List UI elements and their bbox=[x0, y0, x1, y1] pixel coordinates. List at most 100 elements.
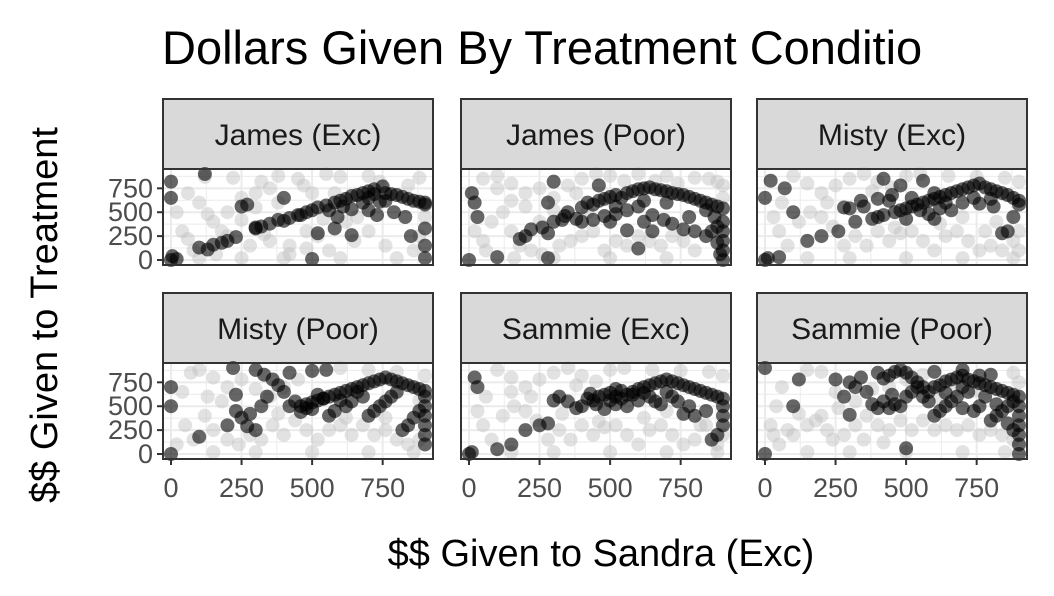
data-point-highlight bbox=[885, 387, 899, 402]
data-point-background bbox=[983, 238, 998, 253]
data-point-background bbox=[214, 394, 229, 409]
data-point-highlight bbox=[398, 210, 413, 224]
data-point-highlight bbox=[370, 208, 385, 223]
data-point-background bbox=[842, 445, 857, 460]
data-point-highlight bbox=[418, 437, 432, 452]
data-point-background bbox=[401, 437, 416, 452]
chart-title: Dollars Given By Treatment Conditio bbox=[162, 21, 922, 74]
data-point-background bbox=[206, 423, 221, 438]
data-point-background bbox=[361, 168, 376, 183]
y-tick-label: 0 bbox=[138, 439, 153, 469]
data-point-background bbox=[305, 445, 320, 460]
data-point-background bbox=[192, 195, 207, 210]
data-point-highlight bbox=[240, 197, 255, 212]
x-tick-label: 250 bbox=[517, 473, 562, 503]
data-point-background bbox=[786, 427, 801, 442]
data-point-background bbox=[560, 361, 575, 375]
data-point-highlight bbox=[989, 397, 1004, 412]
facet-panel: Sammie (Exc) 0 250 500 750 bbox=[460, 292, 732, 503]
data-point-background bbox=[848, 229, 863, 244]
data-point-background bbox=[291, 171, 305, 186]
panel-border bbox=[162, 362, 434, 460]
data-point-highlight bbox=[620, 203, 635, 218]
panel-border bbox=[756, 168, 1028, 266]
data-point-highlight bbox=[625, 387, 640, 402]
data-point-highlight bbox=[462, 253, 476, 267]
data-point-highlight bbox=[220, 418, 235, 433]
data-point-background bbox=[820, 423, 835, 438]
data-point-highlight bbox=[259, 389, 274, 404]
data-point-highlight bbox=[164, 174, 178, 189]
data-point-background bbox=[848, 418, 863, 433]
data-point-background bbox=[305, 186, 320, 201]
data-point-highlight bbox=[541, 195, 556, 210]
data-point-background bbox=[271, 168, 286, 183]
data-point-background bbox=[916, 413, 931, 428]
data-point-background bbox=[597, 420, 612, 435]
data-point-background bbox=[955, 210, 970, 224]
data-point-background bbox=[524, 243, 539, 258]
data-point-background bbox=[220, 205, 235, 220]
data-point-background bbox=[299, 224, 314, 239]
data-point-background bbox=[842, 171, 857, 186]
data-point-highlight bbox=[164, 447, 178, 461]
data-point-highlight bbox=[972, 368, 987, 383]
data-point-background bbox=[367, 427, 382, 442]
data-point-background bbox=[904, 423, 919, 438]
data-point-background bbox=[518, 186, 533, 201]
data-point-background bbox=[876, 435, 891, 450]
data-point-highlight bbox=[876, 208, 891, 223]
data-point-background bbox=[687, 432, 702, 447]
data-point-highlight bbox=[518, 423, 533, 438]
data-point-background bbox=[800, 445, 815, 460]
data-point-highlight bbox=[983, 413, 998, 428]
data-point-background bbox=[524, 389, 539, 404]
data-point-background bbox=[780, 423, 795, 438]
data-point-background bbox=[591, 414, 606, 429]
data-point-background bbox=[271, 406, 286, 421]
data-point-background bbox=[175, 224, 190, 239]
facet-panel: James (Poor) bbox=[460, 98, 732, 267]
data-point-background bbox=[814, 210, 829, 224]
data-point-background bbox=[197, 408, 212, 423]
data-point-highlight bbox=[699, 229, 714, 244]
data-point-background bbox=[772, 437, 787, 452]
data-point-background bbox=[333, 169, 348, 184]
data-point-background bbox=[676, 437, 691, 452]
data-point-background bbox=[870, 224, 885, 239]
data-point-background bbox=[478, 389, 493, 404]
data-point-background bbox=[192, 251, 207, 266]
data-point-background bbox=[546, 365, 561, 380]
data-point-highlight bbox=[777, 181, 792, 196]
data-point-background bbox=[276, 427, 291, 442]
data-point-background bbox=[333, 418, 348, 433]
data-point-highlight bbox=[927, 211, 942, 226]
data-point-background bbox=[406, 243, 421, 258]
data-point-highlight bbox=[226, 361, 241, 375]
data-point-background bbox=[541, 432, 556, 447]
data-point-background bbox=[893, 413, 908, 428]
data-point-background bbox=[856, 432, 871, 447]
data-point-background bbox=[780, 238, 795, 253]
data-point-highlight bbox=[305, 252, 320, 267]
data-point-background bbox=[814, 186, 829, 201]
data-point-background bbox=[856, 167, 871, 181]
data-point-background bbox=[800, 418, 815, 433]
data-point-background bbox=[282, 247, 297, 262]
data-point-background bbox=[476, 418, 491, 433]
data-point-highlight bbox=[333, 393, 348, 408]
data-point-highlight bbox=[164, 190, 178, 205]
data-point-background bbox=[234, 212, 249, 227]
data-point-background bbox=[248, 382, 263, 397]
data-point-highlight bbox=[699, 404, 714, 418]
data-point-background bbox=[665, 229, 680, 244]
data-point-background bbox=[276, 251, 291, 266]
facet-strip-label: Misty (Poor) bbox=[217, 313, 379, 346]
data-point-background bbox=[532, 372, 547, 387]
data-point-highlight bbox=[636, 214, 651, 229]
data-point-background bbox=[927, 243, 942, 258]
data-point-background bbox=[418, 368, 432, 383]
data-point-background bbox=[997, 170, 1012, 185]
data-point-highlight bbox=[330, 210, 345, 224]
